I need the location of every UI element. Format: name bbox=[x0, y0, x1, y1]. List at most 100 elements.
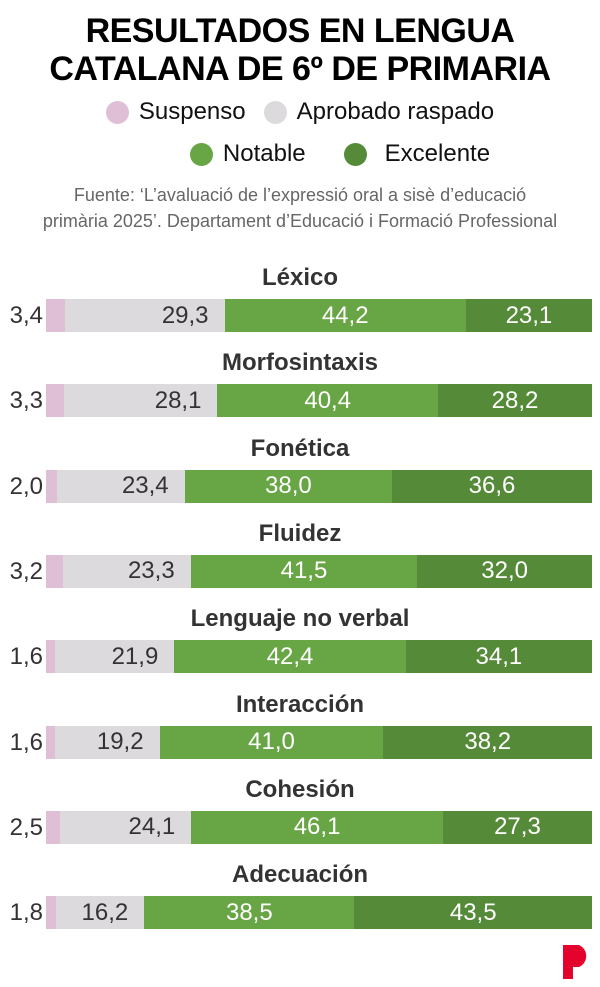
bar-segment-excelente: 43,5 bbox=[354, 896, 592, 930]
legend-item-aprobado-raspado: Aprobado raspado bbox=[263, 98, 495, 126]
data-label: 23,4 bbox=[121, 472, 169, 500]
data-label: 36,6 bbox=[468, 472, 516, 500]
legend-item-suspenso: Suspenso bbox=[105, 98, 246, 126]
bar-segment-suspenso bbox=[46, 384, 65, 418]
data-label-suspenso: 3,3 bbox=[9, 387, 43, 415]
stacked-bar: 28,1 40,4 28,2 bbox=[46, 384, 592, 418]
title-line-1: RESULTADOS EN LENGUA bbox=[85, 12, 515, 50]
stacked-bar: 23,3 41,5 32,0 bbox=[46, 554, 592, 588]
data-label: 16,2 bbox=[81, 898, 129, 926]
category-label: Léxico bbox=[261, 264, 339, 291]
data-label-suspenso: 3,2 bbox=[9, 557, 43, 585]
legend-item-notable: Notable bbox=[189, 140, 306, 168]
data-label: 44,2 bbox=[321, 301, 369, 329]
data-label: 23,3 bbox=[127, 557, 175, 585]
category-label: Cohesión bbox=[245, 775, 355, 803]
data-label: 28,1 bbox=[154, 386, 202, 414]
bar-segment-aprobado-raspado: 23,3 bbox=[63, 554, 191, 588]
bar-segment-notable: 38,0 bbox=[184, 469, 393, 503]
bar-segment-excelente: 27,3 bbox=[442, 810, 592, 844]
stacked-bar: 21,9 42,4 34,1 bbox=[46, 640, 592, 674]
source-line-1: Fuente: ‘L’avaluació de l’expressió oral… bbox=[73, 185, 527, 205]
bar-segment-suspenso bbox=[46, 640, 55, 674]
bar-segment-notable: 42,4 bbox=[174, 640, 406, 674]
category-label: Lenguaje no verbal bbox=[190, 605, 410, 633]
data-label: 27,3 bbox=[494, 813, 541, 841]
category-label: Adecuación bbox=[231, 861, 369, 889]
bar-segment-notable: 41,0 bbox=[159, 725, 384, 759]
data-label-suspenso: 1,6 bbox=[9, 728, 43, 756]
source-line-2: primària 2025’. Departament d’Educació i… bbox=[42, 211, 558, 231]
data-label: 42,4 bbox=[266, 642, 314, 670]
bar-segment-suspenso bbox=[46, 554, 64, 588]
legend-row-2: Notable Excelente bbox=[0, 140, 600, 168]
bar-segment-excelente: 38,2 bbox=[383, 725, 592, 759]
legend-swatch bbox=[105, 100, 129, 124]
stacked-bar: 23,4 38,0 36,6 bbox=[46, 469, 592, 503]
stacked-bar: 24,1 46,1 27,3 bbox=[46, 810, 592, 844]
bar-segment-notable: 38,5 bbox=[144, 896, 355, 930]
stacked-bar: 16,2 38,5 43,5 bbox=[46, 896, 592, 930]
stacked-bar: 29,3 44,2 23,1 bbox=[46, 299, 592, 332]
bar-segment-excelente: 34,1 bbox=[405, 640, 592, 674]
legend-item-excelente: Excelente bbox=[343, 140, 491, 168]
legend-row-1: Suspenso Aprobado raspado bbox=[0, 98, 600, 126]
data-label: 29,3 bbox=[161, 301, 209, 329]
data-label-suspenso: 3,4 bbox=[9, 302, 43, 329]
bar-segment-excelente: 32,0 bbox=[417, 554, 592, 588]
bar-segment-aprobado-raspado: 16,2 bbox=[55, 896, 145, 930]
category-label: Interacción bbox=[235, 690, 365, 718]
bar-segment-excelente: 36,6 bbox=[392, 469, 592, 503]
bar-segment-notable: 40,4 bbox=[217, 384, 439, 418]
legend-label: Excelente bbox=[384, 140, 491, 167]
data-label: 46,1 bbox=[293, 813, 341, 841]
bar-segment-aprobado-raspado: 21,9 bbox=[54, 640, 175, 674]
bar-segment-aprobado-raspado: 19,2 bbox=[54, 725, 160, 759]
category-label: Fonética bbox=[250, 434, 350, 462]
bar-segment-notable: 41,5 bbox=[190, 554, 418, 588]
data-label: 19,2 bbox=[96, 728, 144, 755]
chart-title: RESULTADOS EN LENGUA CATALANA DE 6º DE P… bbox=[0, 12, 600, 88]
data-label: 40,4 bbox=[304, 386, 352, 414]
data-label: 21,9 bbox=[111, 642, 159, 670]
data-label: 28,2 bbox=[491, 386, 539, 414]
source-note: Fuente: ‘L’avaluació de l’expressió oral… bbox=[0, 182, 600, 234]
data-label-suspenso: 2,5 bbox=[9, 813, 43, 841]
bar-segment-aprobado-raspado: 23,4 bbox=[56, 469, 185, 503]
legend-label: Suspenso bbox=[138, 98, 246, 125]
stacked-bar: 19,2 41,0 38,2 bbox=[46, 725, 592, 759]
category-label: Fluidez bbox=[258, 519, 342, 547]
bar-segment-aprobado-raspado: 24,1 bbox=[59, 810, 192, 844]
data-label-suspenso: 1,6 bbox=[9, 643, 43, 671]
bar-segment-notable: 46,1 bbox=[191, 810, 443, 844]
legend-label: Aprobado raspado bbox=[296, 98, 495, 125]
data-label: 23,1 bbox=[505, 301, 553, 329]
data-label: 43,5 bbox=[449, 898, 497, 926]
bar-segment-suspenso bbox=[46, 810, 60, 844]
category-label: Morfosintaxis bbox=[221, 349, 379, 377]
data-label-suspenso: 2,0 bbox=[9, 472, 43, 500]
bar-segment-excelente: 28,2 bbox=[438, 384, 592, 418]
data-label: 34,1 bbox=[475, 642, 523, 670]
bar-segment-excelente: 23,1 bbox=[465, 299, 592, 332]
bar-segment-suspenso bbox=[46, 469, 57, 503]
data-label: 38,2 bbox=[464, 728, 512, 755]
legend-swatch bbox=[263, 100, 287, 124]
data-label: 41,0 bbox=[248, 728, 295, 755]
data-label: 38,5 bbox=[225, 898, 273, 926]
bar-segment-suspenso bbox=[46, 725, 55, 759]
bar-segment-notable: 44,2 bbox=[224, 299, 466, 332]
brand-logo-icon bbox=[563, 945, 587, 979]
data-label: 32,0 bbox=[481, 557, 528, 585]
bar-segment-suspenso bbox=[46, 299, 65, 332]
data-label: 41,5 bbox=[280, 557, 328, 585]
legend-label: Notable bbox=[222, 140, 306, 167]
bar-segment-aprobado-raspado: 28,1 bbox=[64, 384, 218, 418]
data-label-suspenso: 1,8 bbox=[9, 899, 43, 927]
data-label: 38,0 bbox=[265, 472, 312, 500]
bar-segment-aprobado-raspado: 29,3 bbox=[64, 299, 225, 332]
legend-swatch bbox=[189, 142, 213, 166]
legend-swatch bbox=[343, 142, 367, 166]
title-line-2: CATALANA DE 6º DE PRIMARIA bbox=[49, 50, 551, 88]
